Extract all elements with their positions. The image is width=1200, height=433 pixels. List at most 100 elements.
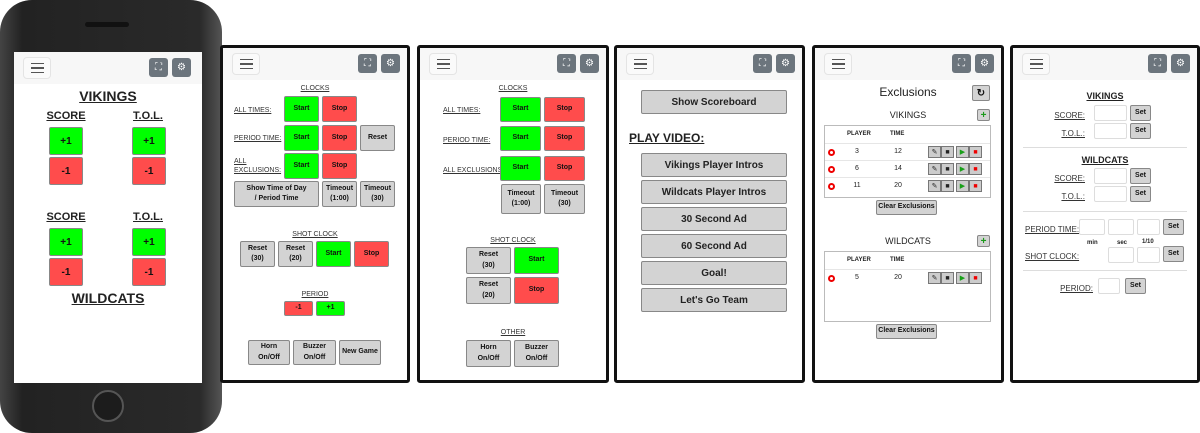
fullscreen-icon[interactable]: ⛶ [557,54,576,73]
new-game-button[interactable]: New Game [339,340,381,365]
team2-tol-set[interactable]: Set [1130,186,1151,202]
buzzer-button[interactable]: Buzzer On/Off [293,340,336,365]
gear-icon[interactable]: ⚙ [381,54,400,73]
team2-score-plus[interactable]: +1 [49,228,83,256]
team1-score-plus[interactable]: +1 [49,127,83,155]
team1-tol-plus[interactable]: +1 [132,127,166,155]
red-circle-icon[interactable] [828,149,835,156]
team1-tol-set[interactable]: Set [1130,123,1151,139]
team1-tol-input[interactable] [1094,123,1127,139]
menu-button[interactable] [1022,53,1050,75]
team1-score-input[interactable] [1094,105,1127,121]
team1-score-minus[interactable]: -1 [49,157,83,185]
horn-button[interactable]: Horn On/Off [248,340,290,365]
show-scoreboard-button[interactable]: Show Scoreboard [641,90,787,114]
buzzer-button[interactable]: Buzzer On/Off [514,340,559,367]
menu-button[interactable] [626,53,654,75]
stop-icon[interactable]: ■ [969,146,982,158]
clear-exclusions-button[interactable]: Clear Exclusions [876,324,937,339]
add-exclusion-button[interactable]: + [977,235,990,247]
stop-icon[interactable]: ■ [969,163,982,175]
gear-icon[interactable]: ⚙ [975,54,994,73]
team2-score-set[interactable]: Set [1130,168,1151,184]
play-icon[interactable]: ▶ [956,146,969,158]
all-times-stop[interactable]: Stop [322,96,357,122]
video-button-vikings-intros[interactable]: Vikings Player Intros [641,153,787,177]
trash-icon[interactable]: ■ [941,163,954,175]
period-time-stop[interactable]: Stop [544,126,585,151]
shot-stop[interactable]: Stop [354,241,389,267]
period-time-start[interactable]: Start [500,126,541,151]
shot-clock-set[interactable]: Set [1163,246,1184,262]
pencil-icon[interactable]: ✎ [928,163,941,175]
shot-reset-20[interactable]: Reset (20) [278,241,313,267]
period-time-set[interactable]: Set [1163,219,1184,235]
gear-icon[interactable]: ⚙ [1171,54,1190,73]
period-set[interactable]: Set [1125,278,1146,294]
period-time-stop[interactable]: Stop [322,125,357,151]
fullscreen-icon[interactable]: ⛶ [358,54,377,73]
trash-icon[interactable]: ■ [941,146,954,158]
fullscreen-icon[interactable]: ⛶ [952,54,971,73]
fullscreen-icon[interactable]: ⛶ [753,54,772,73]
fullscreen-icon[interactable]: ⛶ [149,58,168,77]
period-tenth-input[interactable] [1137,219,1160,235]
exclusions-stop[interactable]: Stop [544,156,585,181]
team2-tol-minus[interactable]: -1 [132,258,166,286]
video-button-goal[interactable]: Goal! [641,261,787,285]
video-button-wildcats-intros[interactable]: Wildcats Player Intros [641,180,787,204]
timeout-30-button[interactable]: Timeout (30) [360,181,395,207]
video-button-30s-ad[interactable]: 30 Second Ad [641,207,787,231]
refresh-icon[interactable]: ↻ [972,85,990,101]
add-exclusion-button[interactable]: + [977,109,990,121]
shot-start[interactable]: Start [316,241,351,267]
stop-icon[interactable]: ■ [969,272,982,284]
play-icon[interactable]: ▶ [956,272,969,284]
period-plus[interactable]: +1 [316,301,345,316]
menu-button[interactable] [232,53,260,75]
team2-score-minus[interactable]: -1 [49,258,83,286]
all-times-start[interactable]: Start [500,97,541,122]
red-circle-icon[interactable] [828,275,835,282]
video-button-lets-go-team[interactable]: Let's Go Team [641,288,787,312]
period-sec-input[interactable] [1108,219,1134,235]
video-button-60s-ad[interactable]: 60 Second Ad [641,234,787,258]
clear-exclusions-button[interactable]: Clear Exclusions [876,200,937,215]
period-time-start[interactable]: Start [284,125,319,151]
team1-score-set[interactable]: Set [1130,105,1151,121]
team2-score-input[interactable] [1094,168,1127,184]
menu-button[interactable] [429,53,457,75]
play-icon[interactable]: ▶ [956,163,969,175]
shot-start[interactable]: Start [514,247,559,274]
red-circle-icon[interactable] [828,183,835,190]
menu-button[interactable] [824,53,852,75]
timeout-30-button[interactable]: Timeout (30) [544,184,585,214]
exclusions-start[interactable]: Start [500,156,541,181]
shot-tenth-input[interactable] [1137,247,1160,263]
gear-icon[interactable]: ⚙ [580,54,599,73]
pencil-icon[interactable]: ✎ [928,180,941,192]
trash-icon[interactable]: ■ [941,180,954,192]
pencil-icon[interactable]: ✎ [928,272,941,284]
trash-icon[interactable]: ■ [941,272,954,284]
play-icon[interactable]: ▶ [956,180,969,192]
gear-icon[interactable]: ⚙ [776,54,795,73]
horn-button[interactable]: Horn On/Off [466,340,511,367]
exclusions-start[interactable]: Start [284,153,319,179]
stop-icon[interactable]: ■ [969,180,982,192]
all-times-start[interactable]: Start [284,96,319,122]
period-minus[interactable]: -1 [284,301,313,316]
pencil-icon[interactable]: ✎ [928,146,941,158]
shot-sec-input[interactable] [1108,247,1134,263]
exclusions-stop[interactable]: Stop [322,153,357,179]
shot-reset-20[interactable]: Reset (20) [466,277,511,304]
show-time-button[interactable]: Show Time of Day / Period Time [234,181,319,207]
shot-reset-30[interactable]: Reset (30) [240,241,275,267]
period-input[interactable] [1098,278,1120,294]
fullscreen-icon[interactable]: ⛶ [1148,54,1167,73]
gear-icon[interactable]: ⚙ [172,58,191,77]
menu-button[interactable] [23,57,51,79]
timeout-60-button[interactable]: Timeout (1:00) [501,184,541,214]
team2-tol-plus[interactable]: +1 [132,228,166,256]
all-times-stop[interactable]: Stop [544,97,585,122]
